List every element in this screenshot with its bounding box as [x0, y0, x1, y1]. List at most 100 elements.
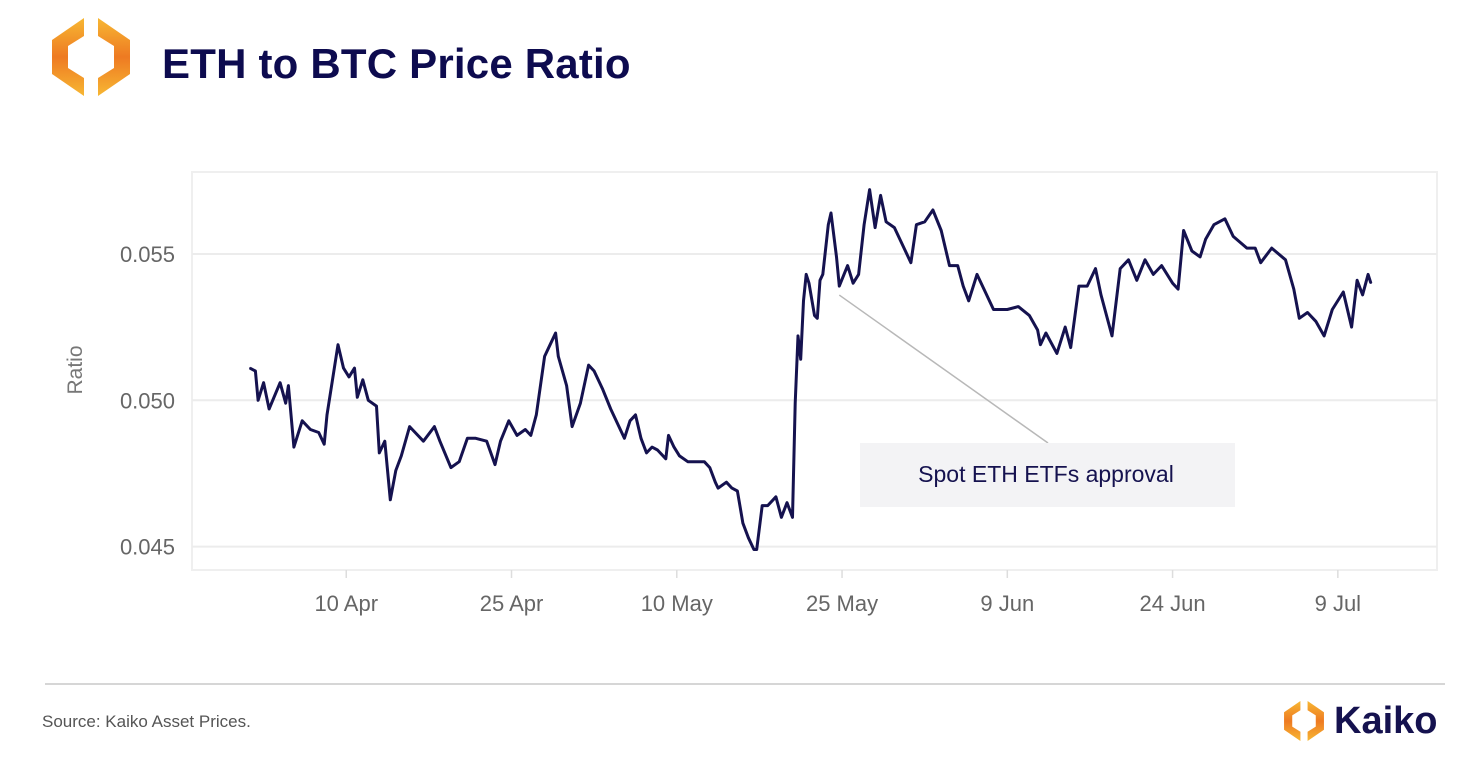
data-point [753, 548, 755, 551]
data-point [846, 264, 849, 267]
footer-divider [45, 683, 1445, 685]
data-point [601, 387, 604, 390]
y-tick-label: 0.050 [120, 388, 175, 413]
data-point [956, 264, 959, 267]
data-point [1292, 288, 1295, 290]
data-point [301, 419, 303, 422]
data-point [827, 223, 830, 226]
data-point [1356, 279, 1358, 282]
data-point [378, 452, 381, 454]
data-point [549, 343, 551, 346]
data-point [808, 282, 810, 285]
kaiko-brand-logo-icon [1284, 701, 1324, 741]
data-point [816, 317, 819, 320]
page-title: ETH to BTC Price Ratio [162, 40, 631, 87]
data-point [348, 376, 350, 378]
data-point [326, 414, 328, 416]
data-point [948, 264, 951, 267]
data-point [1191, 250, 1193, 252]
data-point [904, 250, 907, 252]
data-point [992, 308, 995, 311]
data-point [268, 408, 270, 410]
data-point [634, 414, 637, 416]
data-point [1259, 261, 1262, 264]
data-point [868, 188, 871, 191]
data-point [1177, 288, 1179, 290]
data-points [249, 188, 1372, 551]
data-point [474, 437, 477, 440]
data-point [1171, 282, 1174, 285]
data-point [797, 335, 799, 337]
x-tick-label: 25 May [806, 591, 878, 616]
data-point [1039, 343, 1042, 346]
data-point [747, 537, 750, 539]
data-point [1270, 247, 1273, 249]
data-point [1182, 229, 1185, 232]
data-point [923, 220, 926, 223]
data-point [640, 437, 642, 440]
data-point [1254, 247, 1257, 249]
data-point [1370, 282, 1372, 285]
data-point [587, 364, 590, 366]
data-point [709, 466, 711, 469]
data-point [629, 419, 631, 422]
series-line-eth-btc-ratio [249, 188, 1373, 551]
annotation-text: Spot ETH ETFs approval [918, 461, 1174, 487]
data-point [323, 443, 326, 445]
data-point [1367, 273, 1369, 276]
data-point [1036, 329, 1039, 331]
data-point [1086, 285, 1088, 287]
data-point [799, 358, 802, 361]
x-tick-label: 10 May [641, 591, 713, 616]
data-point [940, 229, 943, 232]
data-point [1323, 335, 1325, 337]
data-point [1246, 247, 1248, 249]
data-point [615, 419, 617, 422]
x-axis-ticks: 10 Apr 25 Apr 10 May 25 May 9 Jun 24 Jun 9 Jul [314, 570, 1361, 616]
plot-frame [191, 171, 1438, 571]
data-point [794, 402, 797, 404]
data-point [1045, 332, 1047, 334]
data-point [915, 223, 918, 226]
data-point [879, 194, 882, 197]
data-point [1119, 267, 1122, 270]
data-point [910, 261, 912, 264]
data-point [692, 460, 695, 463]
data-point [786, 501, 788, 504]
data-point [667, 434, 670, 437]
data-point [645, 452, 648, 454]
data-point [1028, 314, 1031, 317]
kaiko-brand: Kaiko [1282, 697, 1437, 745]
data-point [857, 273, 860, 276]
data-point [1213, 223, 1215, 226]
data-point [439, 440, 441, 443]
data-point [565, 384, 568, 387]
data-point [932, 209, 934, 211]
data-point [703, 460, 706, 463]
data-point [1160, 264, 1163, 267]
data-point [254, 370, 257, 372]
y-tick-label: 0.045 [120, 535, 175, 560]
data-point [524, 428, 527, 431]
data-point [400, 455, 403, 457]
data-point [1056, 352, 1058, 355]
data-point [1232, 235, 1234, 238]
data-point [780, 516, 783, 519]
data-point [656, 449, 659, 451]
data-point [287, 384, 290, 387]
data-point [967, 299, 970, 302]
data-point [375, 405, 378, 407]
x-tick-label: 25 Apr [480, 591, 544, 616]
annotation-box [860, 443, 1235, 507]
data-point [279, 381, 281, 384]
data-point [1204, 238, 1207, 241]
kaiko-wordmark: Kaiko [1334, 699, 1438, 742]
data-point [1006, 308, 1009, 311]
data-point [557, 355, 560, 358]
data-point [1064, 326, 1066, 328]
data-point [458, 460, 460, 463]
data-point [717, 487, 719, 489]
data-point [731, 487, 733, 489]
data-point [813, 314, 816, 317]
data-point [1152, 273, 1155, 276]
